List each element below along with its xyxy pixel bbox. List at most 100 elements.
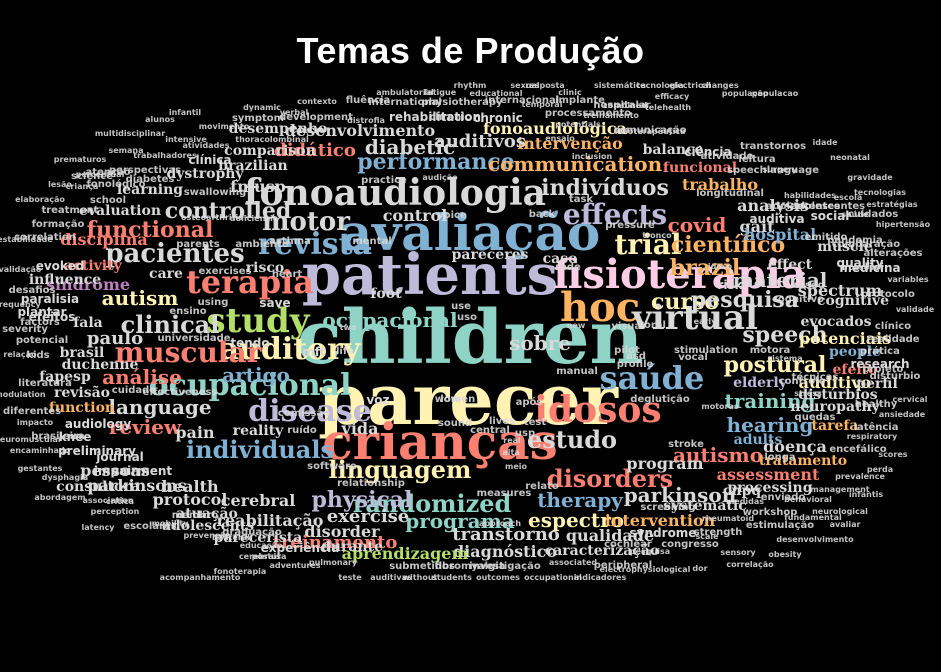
- word-occupational: occupational: [524, 573, 582, 582]
- word-task: task: [568, 194, 594, 205]
- word-investigacao: investigação: [469, 561, 541, 572]
- word-cientifico: científico: [670, 232, 786, 258]
- word-asd: asd: [626, 351, 646, 362]
- word-semana: semana: [108, 146, 144, 155]
- word-cuidado: cuidado: [111, 385, 157, 396]
- word-educational: educational: [469, 89, 523, 98]
- word-desenvolvimento: desenvolvimento: [284, 121, 436, 140]
- word-auditiva: auditiva: [749, 212, 805, 226]
- word-manual: manual: [556, 366, 598, 377]
- word-desempenho: desempenho: [228, 121, 328, 137]
- word-measures: measures: [476, 488, 532, 499]
- word-frequency: frequency: [0, 300, 41, 309]
- word-impacto: impacto: [16, 418, 54, 427]
- word-medidas: medidas: [725, 497, 765, 506]
- word-stimulation: stimulation: [673, 345, 739, 356]
- word-relacao: relação: [3, 350, 37, 359]
- word-dystrophy: dystrophy: [166, 166, 244, 182]
- word-women: women: [434, 394, 476, 405]
- word-tronco: tronco: [642, 231, 672, 240]
- word-cuidados: cuidados: [847, 209, 899, 220]
- word-perception: perception: [90, 507, 140, 516]
- word-auditivo: auditivo: [798, 373, 872, 392]
- word-qualidade: qualidade: [565, 526, 655, 545]
- word-training: training: [724, 389, 816, 413]
- word-based: based: [791, 280, 825, 291]
- word-dysphagia: dysphagia: [41, 473, 89, 482]
- word-disturbio: distúrbio: [869, 371, 921, 382]
- word-stress: stress: [794, 389, 822, 398]
- word-analise: análise: [102, 365, 182, 389]
- word-escolares: escolares: [123, 521, 177, 532]
- word-neuromuscular: neuromuscular: [0, 435, 62, 444]
- word-disciplina: disciplina: [60, 230, 148, 249]
- word-fluencia: fluência: [345, 95, 391, 106]
- word-patients: patients: [301, 242, 559, 308]
- word-meio: meio: [505, 462, 527, 471]
- word-speechlanguage: speechlanguage: [727, 165, 819, 176]
- word-tecnologias: tecnologias: [853, 188, 907, 197]
- word-scale: scale: [695, 532, 719, 541]
- word-graduacao: graduação: [222, 527, 282, 538]
- word-rede: rede: [555, 262, 581, 273]
- word-atividades: atividades: [182, 141, 230, 150]
- word-lives: lives: [488, 416, 516, 427]
- word-pressure: pressure: [605, 220, 655, 231]
- word-two: two: [339, 323, 357, 332]
- word-effect: effect: [767, 257, 813, 273]
- word-adults: adults: [733, 432, 783, 448]
- word-consultora: consultora: [56, 479, 140, 495]
- word-audiology: audiology: [64, 417, 132, 431]
- word-life: life: [336, 346, 354, 357]
- word-transtorno: transtorno: [452, 524, 560, 545]
- word-profile: profile: [616, 359, 654, 370]
- word-diagnostico: diagnóstico: [452, 542, 558, 561]
- word-audicao: audição: [422, 173, 458, 182]
- word-ambiente: ambiente: [235, 239, 289, 250]
- word-rheumatoid: rheumatoid: [701, 514, 755, 523]
- word-lesao: lesão: [48, 180, 72, 189]
- word-congresso: congresso: [661, 539, 719, 550]
- word-clinic: clinic: [558, 88, 582, 97]
- word-study: study: [206, 301, 310, 341]
- word-latencia: latência: [853, 422, 899, 433]
- word-influence: influence: [28, 272, 102, 288]
- word-individuals: individuals: [186, 435, 334, 464]
- word-association: association: [82, 496, 134, 505]
- word-fundamental: fundamental: [784, 513, 842, 522]
- word-randomized: randomized: [352, 489, 512, 518]
- word-auditivos: auditivos: [434, 131, 526, 152]
- word-acompanhamento: acompanhamento: [159, 573, 241, 582]
- word-evoked: evoked: [35, 259, 85, 273]
- word-saude: saúde: [599, 359, 705, 397]
- word-paulo: paulo: [86, 328, 144, 349]
- word-exercise: exercise: [326, 506, 410, 527]
- word-autismo: autismo: [672, 443, 764, 467]
- word-estrategias: estratégias: [866, 200, 918, 209]
- word-latency: latency: [81, 523, 115, 532]
- word-mobility: mobility: [151, 519, 189, 528]
- word-school: school: [89, 195, 127, 206]
- word-doenca: doença: [763, 437, 827, 456]
- word-pessoas: pessoas: [80, 461, 150, 480]
- word-associated: associated: [548, 558, 598, 567]
- word-sistema: sistema: [767, 354, 803, 363]
- word-cervical: cervical: [892, 395, 928, 404]
- word-ensino: ensino: [169, 306, 207, 317]
- word-processing: processing: [727, 480, 813, 496]
- word-international: international: [368, 97, 442, 108]
- word-postura: postura: [251, 552, 287, 561]
- word-voz: voz: [366, 393, 390, 407]
- word-neuropathy: neuropathy: [790, 399, 880, 415]
- word-preliminary: preliminary: [58, 444, 136, 458]
- word-motora: motora: [749, 345, 791, 356]
- word-implante: implante: [555, 95, 605, 106]
- word-real: real: [503, 436, 521, 445]
- word-ocupacional: ocupacional: [148, 368, 352, 403]
- word-degluticao: deglutição: [630, 394, 690, 405]
- word-electrical: electrical: [669, 81, 711, 90]
- word-medicina: medicina: [839, 261, 901, 275]
- word-respiratory: respiratory: [846, 432, 898, 441]
- word-perceptual: perceptual: [75, 170, 125, 179]
- word-durante: durante: [321, 539, 383, 555]
